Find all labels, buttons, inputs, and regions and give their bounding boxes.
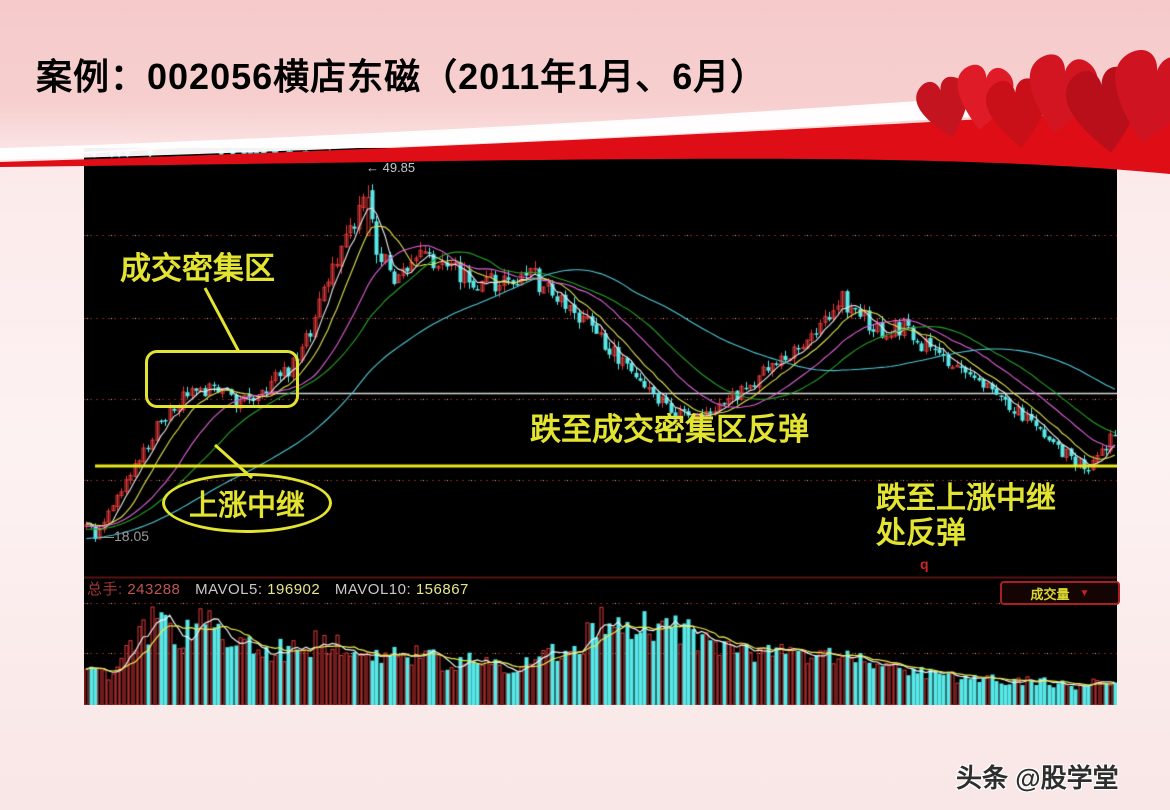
- page-title: 案例：002056横店东磁（2011年1月、6月）: [36, 56, 768, 97]
- volume-indicator-label: 成交量: [1030, 586, 1070, 602]
- annotation-fall-to-relay-line1: 跌至上涨中继: [876, 482, 1056, 515]
- stray-character: q: [920, 556, 929, 572]
- peak-price-label: ← 49.85: [366, 160, 416, 175]
- mavol10-value: 156867: [415, 581, 469, 598]
- mavol10-label: MAVOL10:: [334, 581, 412, 598]
- annotation-rising-relay-ellipse: 上涨中继: [162, 473, 332, 533]
- candlestick-canvas: [84, 148, 1117, 705]
- watermark: 头条 @股学堂: [956, 763, 1119, 793]
- low-price-label: —18.05: [100, 528, 150, 544]
- volume-total-value: 243288: [127, 581, 181, 598]
- volume-indicator-dropdown[interactable]: 成交量 ▼: [1000, 581, 1120, 605]
- hearts-decoration: [916, 50, 1170, 153]
- heart-icon: [916, 50, 1170, 153]
- annotation-rising-relay: 上涨中继: [188, 490, 305, 522]
- mavol5-value: 196902: [267, 581, 321, 598]
- chevron-down-icon: ▼: [1079, 587, 1090, 599]
- annotation-fall-to-dense: 跌至成交密集区反弹: [530, 412, 809, 447]
- annotation-dense-zone: 成交密集区: [120, 251, 275, 286]
- annotation-fall-to-relay-line2: 处反弹: [876, 517, 966, 550]
- stock-chart: 成交密集区 上涨中继 跌至成交密集区反弹 跌至上涨中继 处反弹 ← 49.85 …: [84, 148, 1120, 705]
- annotation-fall-to-relay: 跌至上涨中继 处反弹: [876, 481, 1056, 551]
- volume-total-label: 总手:: [87, 581, 123, 598]
- annotation-dense-zone-box: [145, 350, 299, 408]
- volume-header: 总手: 243288 MAVOL5: 196902 MAVOL10: 15686…: [87, 579, 479, 601]
- mavol5-label: MAVOL5:: [195, 581, 263, 598]
